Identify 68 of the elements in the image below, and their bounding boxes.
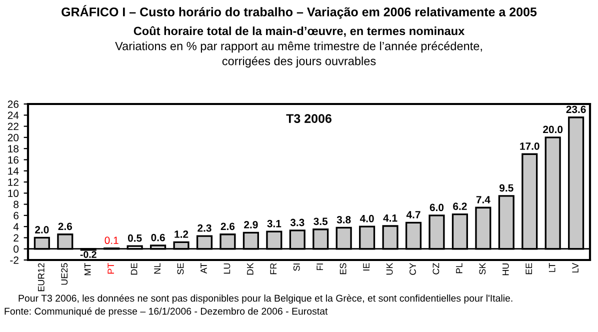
x-tick-label: SK [479, 262, 486, 274]
x-tick-label: CY [410, 262, 416, 275]
text: Pour T3 2006, les données ne sont pas disponibles pour la Belgique et la Grèce, et sont confidentielles pour l'Italie. [18, 294, 512, 304]
x-tick-label: UK [386, 262, 393, 275]
source-note: Fonte: Communiqué de presse – 16/1/2006 - Dezembro de 2006 - Eurostat [4, 307, 328, 317]
x-tick-label: LV [572, 262, 578, 272]
x-tick-label: FI [316, 264, 323, 270]
data-label: 23.6 [566, 106, 586, 114]
chart-subtitle: Coût horaire total de la main-d’œuvre, en termes nominaux Variations en % par rapport au même trimestre de l’année précédente, corrigées des jours ouvrables [115, 26, 482, 68]
x-tick-label: DE [130, 263, 138, 275]
y-tick-label: 18 [8, 145, 19, 152]
data-label: 0.1 [104, 236, 118, 244]
data-label: 9.5 [500, 184, 514, 192]
data-label: 3.5 [314, 218, 328, 226]
y-tick-label: -2 [10, 256, 18, 264]
y-tick-label: 2 [14, 234, 18, 242]
x-tick-label: NL [154, 263, 160, 274]
x-tick-label: CZ [432, 263, 440, 274]
y-tick-label: 4 [13, 223, 19, 230]
data-label: 2.0 [35, 226, 49, 234]
data-label: 4.0 [360, 214, 374, 222]
x-tick-label: FR [270, 263, 276, 274]
y-tick-label: 0 [14, 245, 19, 253]
data-label: 2.9 [244, 221, 258, 228]
data-label: 2.3 [198, 224, 212, 232]
y-tick-label: 16 [8, 156, 19, 164]
x-tick-label: SE [177, 263, 184, 274]
data-label: 6.2 [453, 202, 467, 210]
chart-title: GRÁFICO I – Custo horário do trabalho – Variação em 2006 relativamente a 2005 [62, 5, 537, 19]
x-tick-label: SI [293, 264, 300, 271]
x-tick-label: PT [108, 262, 114, 274]
y-tick-label: 22 [8, 122, 18, 130]
x-tick-label: LT [548, 262, 556, 272]
data-label: 2.6 [58, 222, 72, 230]
x-tick-label: IE [363, 263, 370, 270]
data-label: 6.0 [430, 204, 444, 212]
y-tick-label: 12 [8, 178, 18, 186]
x-tick-label: PL [456, 263, 462, 274]
x-tick-label: EE [526, 263, 532, 274]
x-tick-label: DK [247, 262, 254, 275]
y-tick-label: 24 [8, 112, 19, 119]
annotation: T3 2006 [286, 114, 332, 123]
data-label: 2.6 [220, 222, 235, 230]
data-label: 0.6 [151, 234, 165, 242]
y-tick-label: 14 [8, 167, 19, 175]
x-tick-label: EUR12 [38, 263, 44, 292]
data-label: 3.8 [336, 216, 351, 224]
data-label: 1.2 [174, 230, 188, 238]
y-tick-label: 10 [8, 190, 19, 198]
x-tick-label: LU [224, 263, 230, 274]
data-label: 20.0 [543, 126, 563, 134]
x-tick-label: UE25 [61, 263, 68, 285]
data-label: 3.3 [290, 218, 304, 226]
y-tick-label: 26 [8, 100, 19, 108]
data-label: 3.1 [267, 220, 282, 228]
x-tick-label: HU [502, 263, 509, 276]
y-tick-label: 6 [14, 212, 19, 220]
data-label: 17.0 [520, 142, 540, 150]
data-label: 7.4 [476, 196, 490, 204]
y-tick-label: 20 [8, 134, 19, 142]
x-tick-label: AT [200, 262, 207, 274]
x-tick-label: ES [340, 263, 346, 274]
x-tick-label: MT [84, 262, 91, 276]
data-label: 0.5 [128, 234, 142, 242]
y-tick-label: 8 [14, 200, 19, 208]
data-label: 4.7 [406, 211, 420, 218]
data-label: 4.1 [383, 214, 398, 222]
data-label: -0.2 [80, 251, 96, 258]
